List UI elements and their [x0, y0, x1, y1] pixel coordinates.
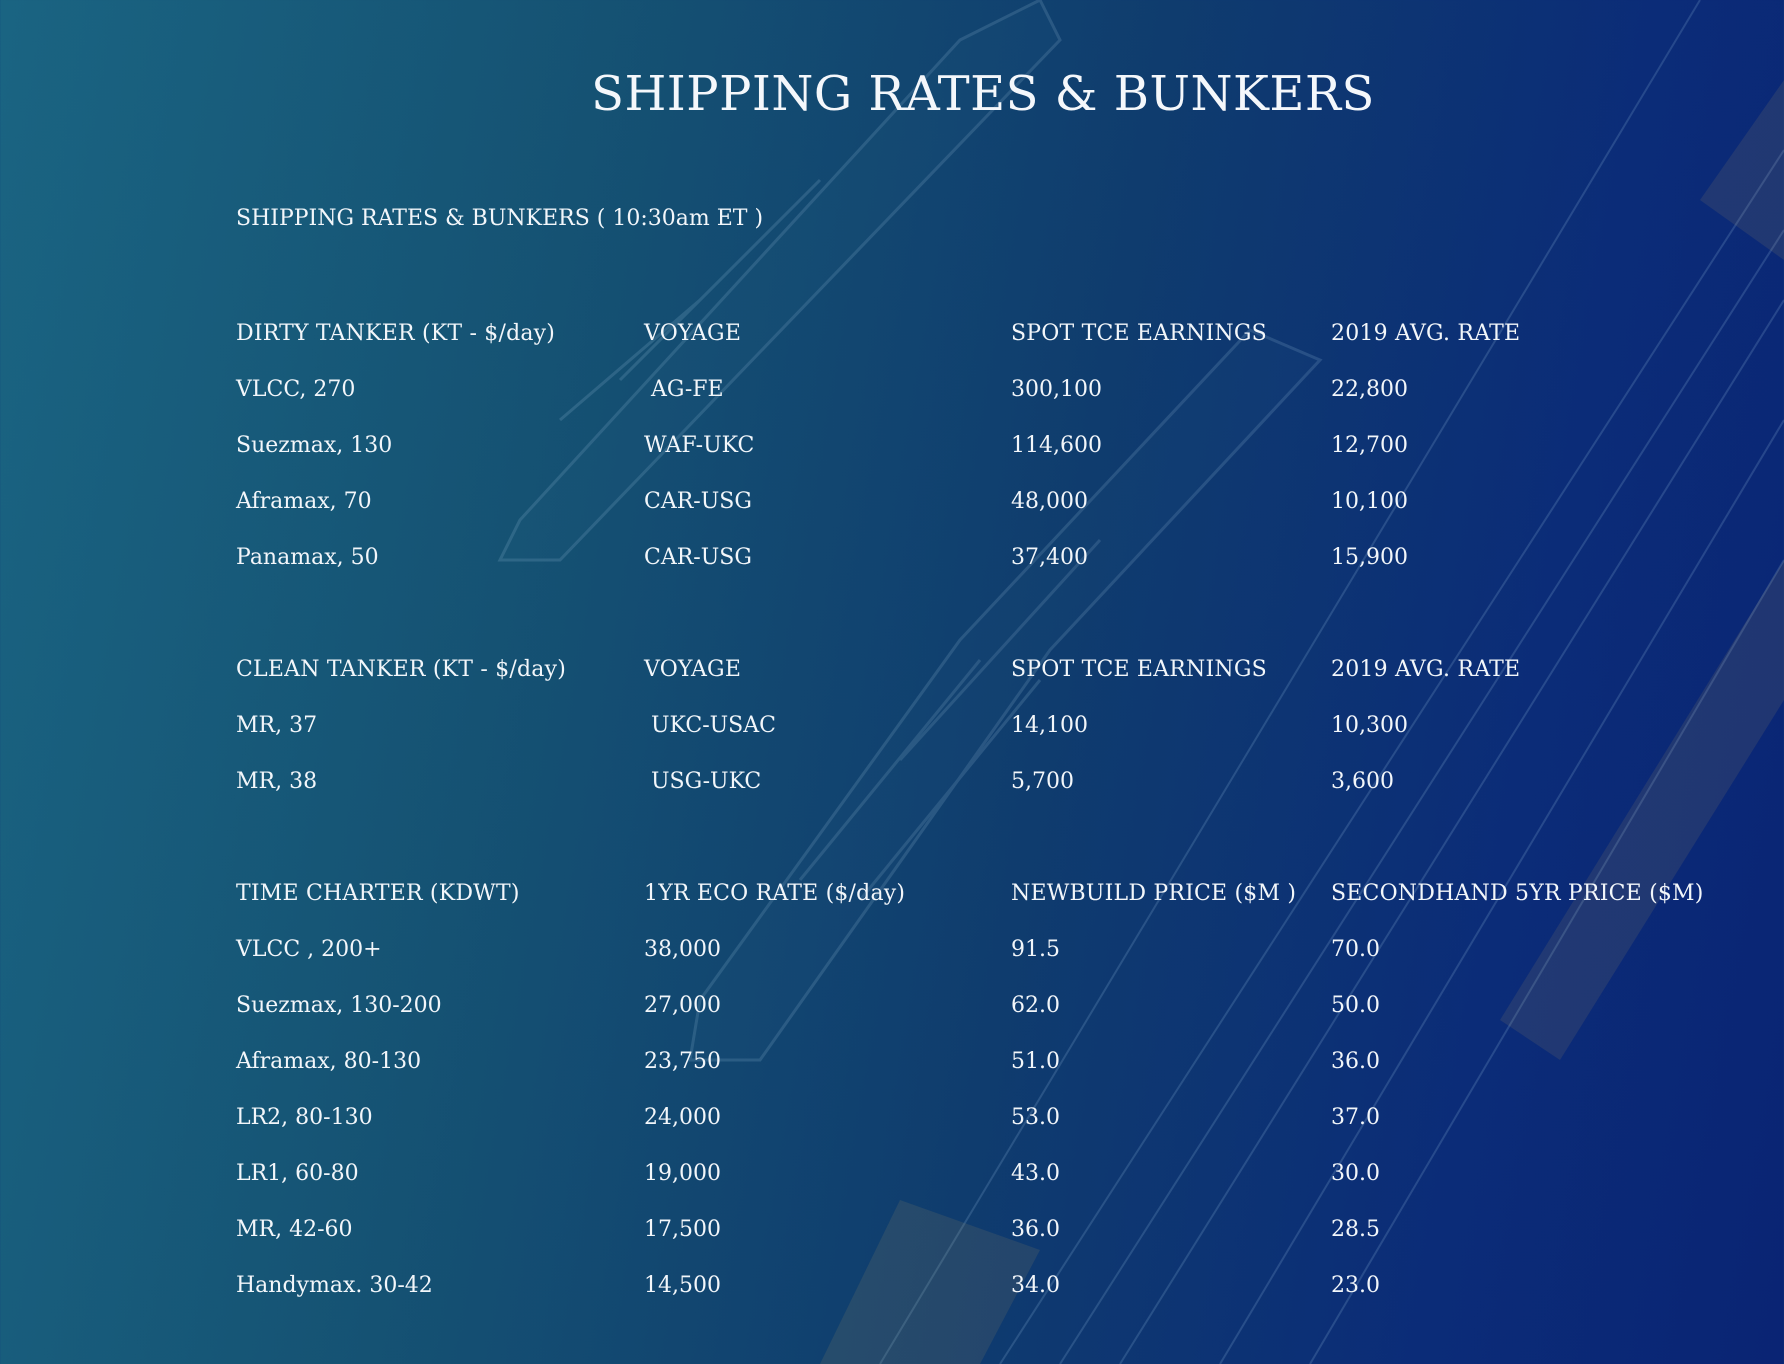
table-row: Suezmax, 130-200 27,000 62.0 50.0: [236, 978, 1726, 1034]
avg-rate-cell: 3,600: [1331, 769, 1394, 794]
vessel-cell: Panamax, 50: [236, 545, 379, 570]
avg-rate-cell: 15,900: [1331, 545, 1408, 570]
clean-tanker-table: CLEAN TANKER (KT - $/day) VOYAGE SPOT TC…: [236, 642, 1726, 810]
eco-rate-cell: 24,000: [644, 1105, 721, 1130]
earnings-cell: 5,700: [1011, 769, 1074, 794]
avg-rate-cell: 10,100: [1331, 489, 1408, 514]
table-row: MR, 42-60 17,500 36.0 28.5: [236, 1202, 1726, 1258]
earnings-cell: 300,100: [1011, 377, 1102, 402]
eco-rate-cell: 14,500: [644, 1273, 721, 1298]
secondhand-price-cell: 28.5: [1331, 1217, 1380, 1242]
voyage-cell: USG-UKC: [644, 769, 762, 794]
column-header: VOYAGE: [644, 321, 742, 346]
eco-rate-cell: 19,000: [644, 1161, 721, 1186]
voyage-cell: AG-FE: [644, 377, 724, 402]
newbuild-price-cell: 34.0: [1011, 1273, 1060, 1298]
avg-rate-cell: 22,800: [1331, 377, 1408, 402]
vessel-cell: LR2, 80-130: [236, 1105, 373, 1130]
vessel-cell: Handymax. 30-42: [236, 1273, 433, 1298]
eco-rate-cell: 17,500: [644, 1217, 721, 1242]
column-header: SPOT TCE EARNINGS: [1011, 657, 1267, 682]
newbuild-price-cell: 36.0: [1011, 1217, 1060, 1242]
secondhand-price-cell: 23.0: [1331, 1273, 1380, 1298]
eco-rate-cell: 27,000: [644, 993, 721, 1018]
table-row: Panamax, 50 CAR-USG 37,400 15,900: [236, 530, 1726, 586]
column-header: TIME CHARTER (KDWT): [236, 881, 520, 906]
voyage-cell: WAF-UKC: [644, 433, 755, 458]
page-subtitle: SHIPPING RATES & BUNKERS ( 10:30am ET ): [236, 206, 764, 231]
voyage-cell: CAR-USG: [644, 489, 752, 514]
secondhand-price-cell: 50.0: [1331, 993, 1380, 1018]
vessel-cell: VLCC , 200+: [236, 937, 382, 962]
vessel-cell: Aframax, 70: [236, 489, 372, 514]
column-header: 2019 AVG. RATE: [1331, 321, 1521, 346]
vessel-cell: LR1, 60-80: [236, 1161, 359, 1186]
earnings-cell: 14,100: [1011, 713, 1088, 738]
column-header: CLEAN TANKER (KT - $/day): [236, 657, 567, 682]
column-header: 1YR ECO RATE ($/day): [644, 881, 906, 906]
secondhand-price-cell: 30.0: [1331, 1161, 1380, 1186]
table-row: Aframax, 80-130 23,750 51.0 36.0: [236, 1034, 1726, 1090]
table-row: VLCC , 200+ 38,000 91.5 70.0: [236, 922, 1726, 978]
avg-rate-cell: 10,300: [1331, 713, 1408, 738]
table-row: MR, 37 UKC-USAC 14,100 10,300: [236, 698, 1726, 754]
earnings-cell: 37,400: [1011, 545, 1088, 570]
column-header: NEWBUILD PRICE ($M ): [1011, 881, 1297, 906]
vessel-cell: Suezmax, 130-200: [236, 993, 442, 1018]
eco-rate-cell: 23,750: [644, 1049, 721, 1074]
avg-rate-cell: 12,700: [1331, 433, 1408, 458]
column-header: SECONDHAND 5YR PRICE ($M): [1331, 881, 1704, 906]
table-header-row: DIRTY TANKER (KT - $/day) VOYAGE SPOT TC…: [236, 306, 1726, 362]
table-header-row: TIME CHARTER (KDWT) 1YR ECO RATE ($/day)…: [236, 866, 1726, 922]
voyage-cell: CAR-USG: [644, 545, 752, 570]
newbuild-price-cell: 53.0: [1011, 1105, 1060, 1130]
secondhand-price-cell: 37.0: [1331, 1105, 1380, 1130]
newbuild-price-cell: 51.0: [1011, 1049, 1060, 1074]
table-row: Aframax, 70 CAR-USG 48,000 10,100: [236, 474, 1726, 530]
table-row: Handymax. 30-42 14,500 34.0 23.0: [236, 1258, 1726, 1314]
secondhand-price-cell: 36.0: [1331, 1049, 1380, 1074]
table-row: MR, 38 USG-UKC 5,700 3,600: [236, 754, 1726, 810]
newbuild-price-cell: 62.0: [1011, 993, 1060, 1018]
vessel-cell: MR, 38: [236, 769, 318, 794]
page-title: SHIPPING RATES & BUNKERS: [591, 66, 1375, 122]
dirty-tanker-table: DIRTY TANKER (KT - $/day) VOYAGE SPOT TC…: [236, 306, 1726, 586]
column-header: DIRTY TANKER (KT - $/day): [236, 321, 556, 346]
table-row: VLCC, 270 AG-FE 300,100 22,800: [236, 362, 1726, 418]
table-row: Suezmax, 130 WAF-UKC 114,600 12,700: [236, 418, 1726, 474]
vessel-cell: MR, 37: [236, 713, 318, 738]
vessel-cell: Aframax, 80-130: [236, 1049, 422, 1074]
earnings-cell: 48,000: [1011, 489, 1088, 514]
time-charter-table: TIME CHARTER (KDWT) 1YR ECO RATE ($/day)…: [236, 866, 1726, 1314]
newbuild-price-cell: 43.0: [1011, 1161, 1060, 1186]
vessel-cell: MR, 42-60: [236, 1217, 353, 1242]
voyage-cell: UKC-USAC: [644, 713, 776, 738]
earnings-cell: 114,600: [1011, 433, 1102, 458]
column-header: VOYAGE: [644, 657, 742, 682]
column-header: SPOT TCE EARNINGS: [1011, 321, 1267, 346]
vessel-cell: Suezmax, 130: [236, 433, 393, 458]
newbuild-price-cell: 91.5: [1011, 937, 1060, 962]
table-row: LR2, 80-130 24,000 53.0 37.0: [236, 1090, 1726, 1146]
secondhand-price-cell: 70.0: [1331, 937, 1380, 962]
eco-rate-cell: 38,000: [644, 937, 721, 962]
table-row: LR1, 60-80 19,000 43.0 30.0: [236, 1146, 1726, 1202]
table-header-row: CLEAN TANKER (KT - $/day) VOYAGE SPOT TC…: [236, 642, 1726, 698]
column-header: 2019 AVG. RATE: [1331, 657, 1521, 682]
vessel-cell: VLCC, 270: [236, 377, 356, 402]
